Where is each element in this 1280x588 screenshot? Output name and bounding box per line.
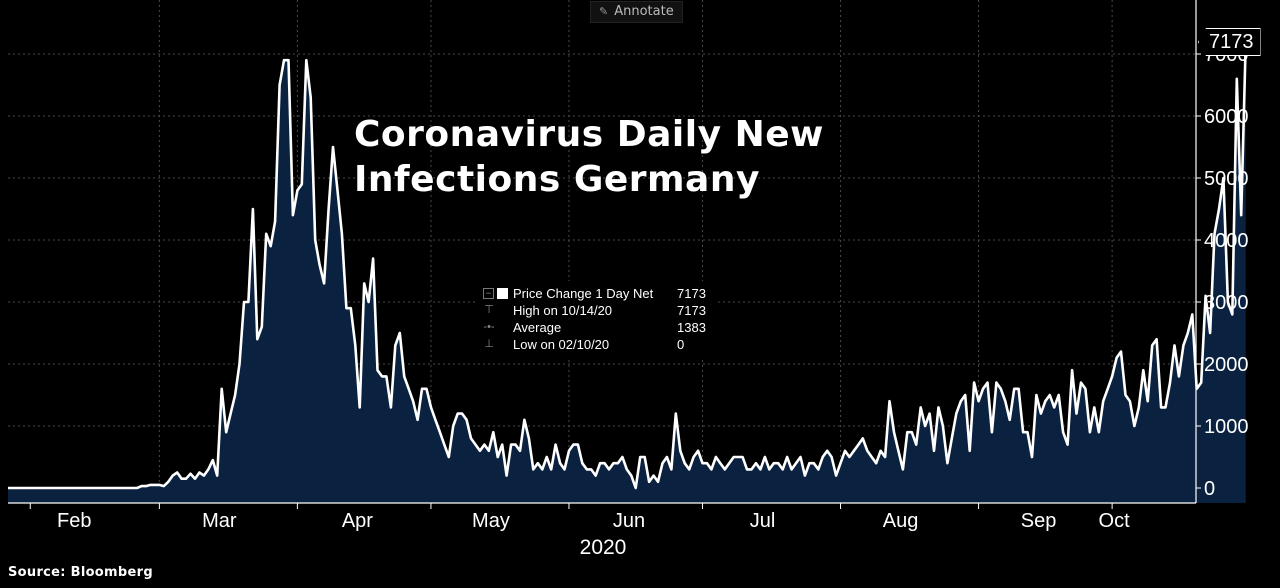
y-tick-label: 1000 (1204, 416, 1249, 438)
legend-row-average: -•- Average 1383 (477, 319, 715, 336)
y-tick-label: 5000 (1204, 168, 1249, 190)
low-marker-icon: ⊥ (484, 338, 494, 350)
legend-value: 7173 (677, 286, 706, 301)
average-marker-icon: -•- (483, 321, 495, 333)
series-line (8, 43, 1247, 490)
x-axis-ticks: Feb Mar Apr May Jun Jul Aug Sep Oct (29, 503, 1131, 532)
x-tick-label: May (472, 510, 510, 532)
x-tick-label: Apr (342, 510, 373, 532)
chart-title: Coronavirus Daily New Infections Germany (354, 112, 824, 202)
legend-label: High on 10/14/20 (513, 303, 613, 318)
legend-value: 7173 (677, 303, 706, 318)
series-swatch (497, 288, 508, 299)
x-tick-label: Oct (1099, 510, 1131, 532)
legend-row-low: ⊥ Low on 02/10/20 0 (477, 336, 715, 353)
legend-value: 1383 (677, 320, 706, 335)
chart-title-line-2: Infections Germany (354, 159, 760, 200)
x-tick-label: Mar (202, 510, 237, 532)
pen-icon: ✎ (599, 5, 609, 18)
y-tick-label: 4000 (1204, 230, 1249, 252)
x-tick-label: Sep (1021, 510, 1057, 532)
y-axis-ticks: 01000200030004000500060007000 (1196, 44, 1249, 500)
legend-label: Low on 02/10/20 (513, 337, 610, 352)
legend-row-series[interactable]: − Price Change 1 Day Net 7173 (477, 285, 715, 302)
legend-row-high: ⊤ High on 10/14/20 7173 (477, 302, 715, 319)
y-tick-label: 6000 (1204, 106, 1249, 128)
legend-value: 0 (677, 337, 685, 352)
y-tick-label: 3000 (1204, 292, 1249, 314)
legend-label: Price Change 1 Day Net (513, 286, 654, 301)
collapse-icon[interactable]: − (483, 288, 494, 299)
legend-label: Average (513, 320, 562, 335)
x-tick-label: Feb (57, 510, 91, 532)
y-tick-label: 0 (1204, 478, 1215, 500)
high-marker-icon: ⊤ (484, 304, 494, 316)
x-tick-label: Jul (750, 510, 776, 532)
chart-title-line-1: Coronavirus Daily New (354, 114, 824, 155)
x-axis-label: 2020 (580, 536, 627, 559)
series-area (8, 43, 1246, 504)
legend-box: − Price Change 1 Day Net 7173 ⊤ High on … (477, 281, 715, 357)
y-tick-label: 2000 (1204, 354, 1249, 376)
source-note: Source: Bloomberg (8, 565, 153, 580)
axes (8, 0, 1197, 504)
annotate-button[interactable]: ✎ Annotate (590, 1, 683, 23)
x-tick-label: Jun (613, 510, 645, 532)
x-tick-label: Aug (883, 510, 919, 532)
last-value-label: 7173 (1198, 28, 1261, 56)
annotate-label: Annotate (614, 4, 674, 19)
